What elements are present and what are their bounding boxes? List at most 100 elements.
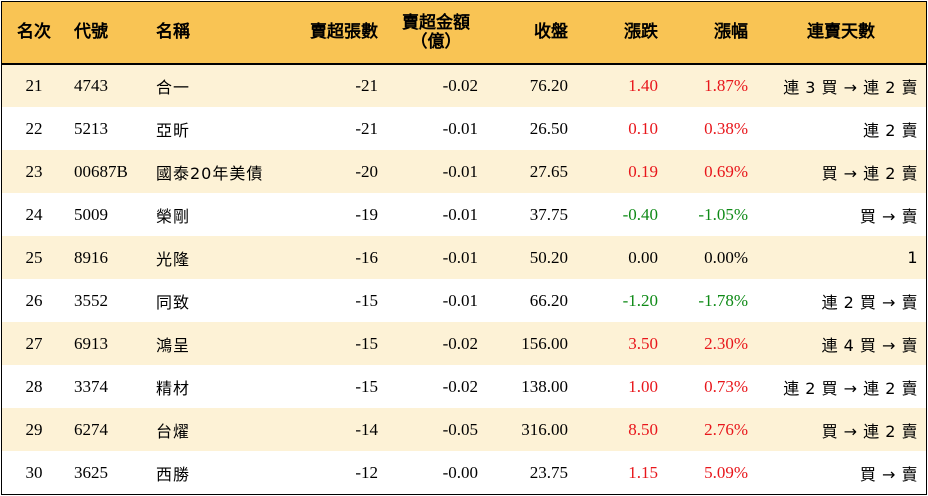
net-sell-lots-cell: -20 — [355, 161, 378, 181]
streak-cell: 買 → 連 2 賣 — [821, 421, 918, 441]
rank-cell: 23 — [25, 161, 43, 181]
streak-cell: 連 3 買 → 連 2 賣 — [783, 78, 918, 97]
name-cell[interactable]: 合一 — [156, 78, 191, 97]
net-sell-lots-cell: -19 — [355, 204, 378, 224]
header-net-sell-amount-line1: 賣超金額 — [402, 12, 470, 33]
net-sell-lots-cell: -21 — [355, 118, 378, 138]
table-row[interactable]: 28 3374 精材 -15 -0.02 138.00 1.00 0.73% 連 2 買 → 連… — [2, 365, 926, 408]
change-cell: 1.40 — [628, 76, 658, 95]
close-price-cell: 26.50 — [529, 118, 568, 138]
close-price-cell: 37.75 — [529, 204, 568, 224]
header-streak[interactable]: 連賣天數 — [756, 2, 926, 65]
table-row[interactable]: 24 5009 榮剛 -19 -0.01 37.75 -0.40 -1.05% 買 → 賣 — [2, 193, 926, 236]
code-cell[interactable]: 5213 — [74, 118, 108, 138]
change-pct-cell: 2.76% — [704, 419, 748, 439]
net-sell-lots-cell: -15 — [355, 376, 378, 396]
net-sell-amount-cell: -0.05 — [442, 419, 478, 439]
code-cell[interactable]: 3552 — [74, 290, 108, 310]
code-cell[interactable]: 6274 — [74, 419, 108, 439]
change-pct-cell: -1.78% — [698, 290, 748, 310]
net-sell-amount-cell: -0.02 — [442, 76, 478, 95]
net-sell-amount-cell: -0.01 — [442, 118, 478, 138]
close-price-cell: 50.20 — [529, 247, 568, 267]
table-row[interactable]: 21 4743 合一 -21 -0.02 76.20 1.40 1.87% 連 3 買 → 連 … — [2, 64, 926, 107]
header-close[interactable]: 收盤 — [486, 2, 576, 65]
code-cell[interactable]: 5009 — [74, 204, 108, 224]
net-sell-amount-cell: -0.00 — [442, 462, 478, 482]
table-row[interactable]: 23 00687B 國泰20年美債 -20 -0.01 27.65 0.19 0.69% 買 →… — [2, 150, 926, 193]
net-sell-amount-cell: -0.01 — [442, 161, 478, 181]
change-cell: 0.10 — [628, 118, 658, 138]
change-pct-cell: 0.69% — [704, 161, 748, 181]
close-price-cell: 66.20 — [529, 290, 568, 310]
code-cell[interactable]: 4743 — [74, 76, 108, 95]
table-row[interactable]: 27 6913 鴻呈 -15 -0.02 156.00 3.50 2.30% 連 4 買 → 賣 — [2, 322, 926, 365]
change-pct-cell: 0.38% — [704, 118, 748, 138]
change-cell: 0.19 — [628, 161, 658, 181]
code-cell[interactable]: 3374 — [74, 376, 108, 396]
streak-cell: 買 → 賣 — [859, 464, 918, 484]
table-body: 21 4743 合一 -21 -0.02 76.20 1.40 1.87% 連 3 買 → 連 … — [2, 64, 926, 494]
header-net-sell-amount-line2: （億） — [410, 31, 462, 52]
table-row[interactable]: 29 6274 台燿 -14 -0.05 316.00 8.50 2.76% 買 → 連 2 賣 — [2, 408, 926, 451]
name-cell[interactable]: 鴻呈 — [156, 335, 191, 355]
name-cell[interactable]: 同致 — [156, 292, 191, 312]
rank-cell: 27 — [25, 333, 43, 353]
net-sell-lots-cell: -14 — [355, 419, 378, 439]
change-pct-cell: 0.73% — [704, 376, 748, 396]
header-net-sell-amount[interactable]: 賣超金額 （億） — [386, 2, 486, 65]
streak-cell: 買 → 賣 — [859, 206, 918, 226]
name-cell[interactable]: 光隆 — [156, 249, 191, 269]
net-sell-amount-cell: -0.02 — [442, 333, 478, 353]
name-cell[interactable]: 榮剛 — [156, 206, 191, 226]
header-net-sell-lots[interactable]: 賣超張數 — [286, 2, 386, 65]
close-price-cell: 316.00 — [521, 419, 568, 439]
header-code[interactable]: 代號 — [66, 2, 148, 65]
name-cell[interactable]: 亞昕 — [156, 120, 191, 140]
header-change[interactable]: 漲跌 — [576, 2, 666, 65]
change-cell: 3.50 — [628, 333, 658, 353]
net-sell-lots-cell: -21 — [355, 76, 378, 95]
code-cell[interactable]: 6913 — [74, 333, 108, 353]
streak-cell: 連 2 買 → 賣 — [821, 292, 918, 312]
change-pct-cell: 0.00% — [704, 247, 748, 267]
code-cell[interactable]: 8916 — [74, 247, 108, 267]
table-row[interactable]: 25 8916 光隆 -16 -0.01 50.20 0.00 0.00% 1 — [2, 236, 926, 279]
header-rank[interactable]: 名次 — [2, 2, 66, 65]
rank-cell: 25 — [25, 247, 43, 267]
rank-cell: 26 — [25, 290, 43, 310]
change-pct-cell: 2.30% — [704, 333, 748, 353]
table-row[interactable]: 26 3552 同致 -15 -0.01 66.20 -1.20 -1.78% 連 2 買 → … — [2, 279, 926, 322]
net-sell-lots-cell: -15 — [355, 333, 378, 353]
streak-cell: 1 — [907, 248, 918, 267]
net-sell-amount-cell: -0.02 — [442, 376, 478, 396]
close-price-cell: 156.00 — [521, 333, 568, 353]
net-sell-amount-cell: -0.01 — [442, 204, 478, 224]
table-row[interactable]: 22 5213 亞昕 -21 -0.01 26.50 0.10 0.38% 連 2 賣 — [2, 107, 926, 150]
rank-cell: 21 — [25, 76, 43, 95]
net-sell-amount-cell: -0.01 — [442, 247, 478, 267]
streak-cell: 買 → 連 2 賣 — [821, 163, 918, 183]
net-sell-amount-cell: -0.01 — [442, 290, 478, 310]
name-cell[interactable]: 台燿 — [156, 421, 191, 441]
rank-cell: 30 — [25, 462, 43, 482]
net-sell-lots-cell: -15 — [355, 290, 378, 310]
code-cell[interactable]: 3625 — [74, 462, 108, 482]
change-cell: 8.50 — [628, 419, 658, 439]
name-cell[interactable]: 國泰20年美債 — [156, 163, 264, 183]
change-cell: 0.00 — [628, 247, 658, 267]
header-name[interactable]: 名稱 — [148, 2, 286, 65]
change-cell: 1.15 — [628, 462, 658, 482]
rank-cell: 28 — [25, 376, 43, 396]
streak-cell: 連 2 賣 — [863, 120, 918, 140]
header-change-pct[interactable]: 漲幅 — [666, 2, 756, 65]
name-cell[interactable]: 西勝 — [156, 464, 191, 484]
close-price-cell: 138.00 — [521, 376, 568, 396]
table-row[interactable]: 30 3625 西勝 -12 -0.00 23.75 1.15 5.09% 買 → 賣 — [2, 451, 926, 494]
change-pct-cell: 5.09% — [704, 462, 748, 482]
name-cell[interactable]: 精材 — [156, 378, 191, 398]
close-price-cell: 23.75 — [529, 462, 568, 482]
code-cell[interactable]: 00687B — [74, 161, 128, 181]
change-cell: -0.40 — [622, 204, 658, 224]
